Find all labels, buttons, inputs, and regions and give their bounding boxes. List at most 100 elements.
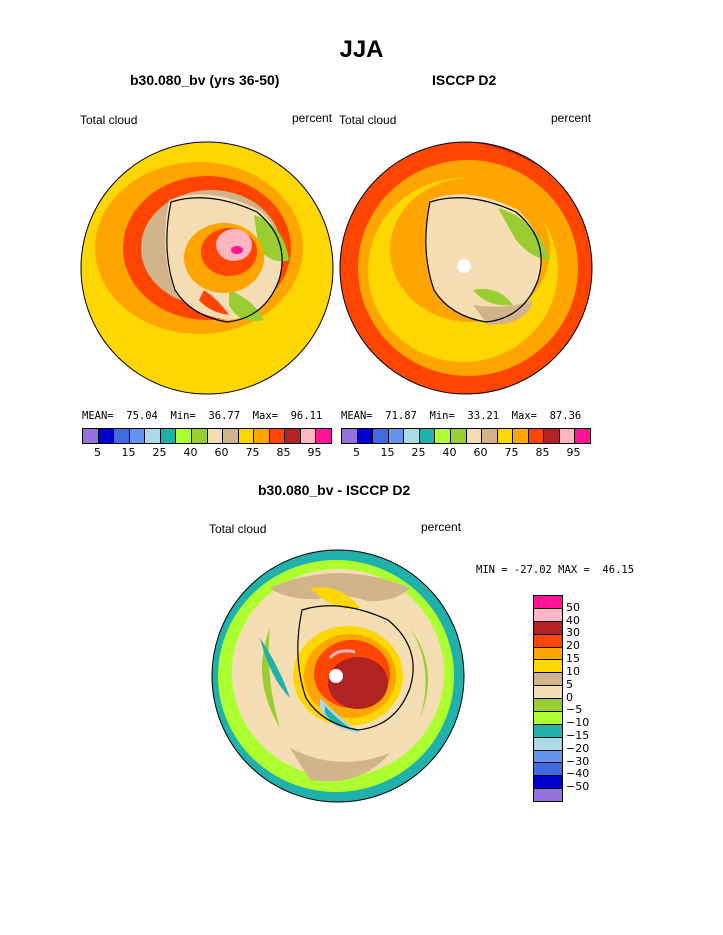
colorbar-swatch [145,429,161,443]
colorbar-swatch [544,429,560,443]
panel-2-subtitle: ISCCP D2 [432,72,497,88]
colorbar-swatch [83,429,99,443]
colorbar-swatch [176,429,192,443]
colorbar-swatch [534,763,562,777]
panel-2-colorbar-labels: 5 15 25 40 60 75 85 95 [341,446,589,460]
colorbar-swatch [388,429,405,443]
colorbar-tick-label: 40 [442,446,457,459]
colorbar-swatch [342,429,358,443]
colorbar-tick-label: −15 [566,728,590,742]
colorbar-tick-label: 5 [353,446,360,459]
panel-1-subtitle: b30.080_bv (yrs 36-50) [130,72,280,88]
panel-1-units-label: percent [292,111,333,125]
colorbar-swatch [534,686,562,699]
colorbar-tick-label: 75 [245,446,260,459]
colorbar-tick-label: 75 [504,446,519,459]
colorbar-swatch [534,673,562,687]
panel-1-stats: MEAN= 75.04 Min= 36.77 Max= 96.11 [82,410,323,422]
colorbar-tick-label: 50 [566,600,580,614]
colorbar-tick-label: −10 [566,716,590,730]
colorbar-tick-label: 5 [94,446,101,459]
diff-subtitle: b30.080_bv - ISCCP D2 [258,482,411,498]
panel-2-variable-label: Total cloud [339,113,397,127]
colorbar-swatch [300,429,317,443]
colorbar-swatch [223,429,239,443]
colorbar-tick-label: −20 [566,741,590,755]
colorbar-swatch [207,429,224,443]
colorbar-swatch [534,699,562,712]
colorbar-tick-label: 15 [380,446,395,459]
colorbar-swatch [114,429,130,443]
colorbar-swatch [466,429,483,443]
colorbar-swatch [419,429,436,443]
colorbar-tick-label: 85 [535,446,550,459]
colorbar-tick-label: 15 [121,446,136,459]
colorbar-tick-label: 10 [566,664,580,678]
panel-2-units-label: percent [551,111,592,125]
colorbar-swatch [559,429,576,443]
diff-variable-label: Total cloud [209,522,267,536]
colorbar-swatch [482,429,498,443]
colorbar-tick-label: −40 [566,767,590,781]
colorbar-swatch [238,429,255,443]
colorbar-swatch [534,634,562,648]
colorbar-swatch [534,647,562,661]
panel-1-colorbar-labels: 5 15 25 40 60 75 85 95 [82,446,330,460]
colorbar-swatch [435,429,451,443]
colorbar-tick-label: −30 [566,754,590,768]
colorbar-swatch [534,608,562,622]
page-title: JJA [339,36,384,63]
colorbar-swatch [534,711,562,725]
colorbar-tick-label: 40 [566,613,580,627]
panel-1-polar-map [80,141,334,395]
colorbar-swatch [316,429,331,443]
colorbar-swatch [98,429,115,443]
diff-units-label: percent [421,520,462,534]
colorbar-tick-label: 95 [307,446,322,459]
colorbar-swatch [528,429,545,443]
colorbar-tick-label: 30 [566,626,580,640]
panel-1-variable-label: Total cloud [80,113,138,127]
colorbar-swatch [534,724,562,738]
colorbar-tick-label: −50 [566,780,590,794]
colorbar-tick-label: 40 [183,446,198,459]
panel-2-stats: MEAN= 71.87 Min= 33.21 Max= 87.36 [341,410,582,422]
colorbar-swatch [191,429,208,443]
colorbar-swatch [450,429,467,443]
diff-polar-map [211,549,465,803]
colorbar-swatch [285,429,301,443]
diff-colorbar [533,595,563,802]
colorbar-tick-label: 60 [473,446,488,459]
colorbar-tick-label: 5 [566,677,573,691]
colorbar-swatch [373,429,389,443]
colorbar-tick-label: 60 [214,446,229,459]
colorbar-tick-label: 85 [276,446,291,459]
colorbar-swatch [534,750,562,764]
panel-2-colorbar [341,428,591,444]
panel-1-colorbar [82,428,332,444]
colorbar-swatch [269,429,286,443]
colorbar-swatch [575,429,590,443]
colorbar-tick-label: 25 [411,446,426,459]
colorbar-swatch [357,429,374,443]
colorbar-swatch [534,776,562,790]
colorbar-swatch [534,596,562,609]
colorbar-swatch [497,429,514,443]
colorbar-swatch [513,429,529,443]
colorbar-swatch [534,789,562,801]
colorbar-tick-label: 0 [566,690,573,704]
colorbar-swatch [160,429,177,443]
colorbar-swatch [129,429,146,443]
colorbar-tick-label: −5 [566,703,583,717]
colorbar-tick-label: 25 [152,446,167,459]
panel-2-polar-map [339,141,593,395]
colorbar-swatch [534,737,562,751]
diff-minmax: MIN = -27.02 MAX = 46.15 [476,564,635,576]
diff-colorbar-labels: 50 40 30 20 15 10 5 0 −5 −10 −15 −20 −30 −40 −50 [566,595,606,800]
colorbar-tick-label: 20 [566,639,580,653]
colorbar-swatch [254,429,270,443]
colorbar-tick-label: 15 [566,652,580,666]
colorbar-tick-label: 95 [566,446,581,459]
colorbar-swatch [534,621,562,635]
colorbar-swatch [404,429,420,443]
